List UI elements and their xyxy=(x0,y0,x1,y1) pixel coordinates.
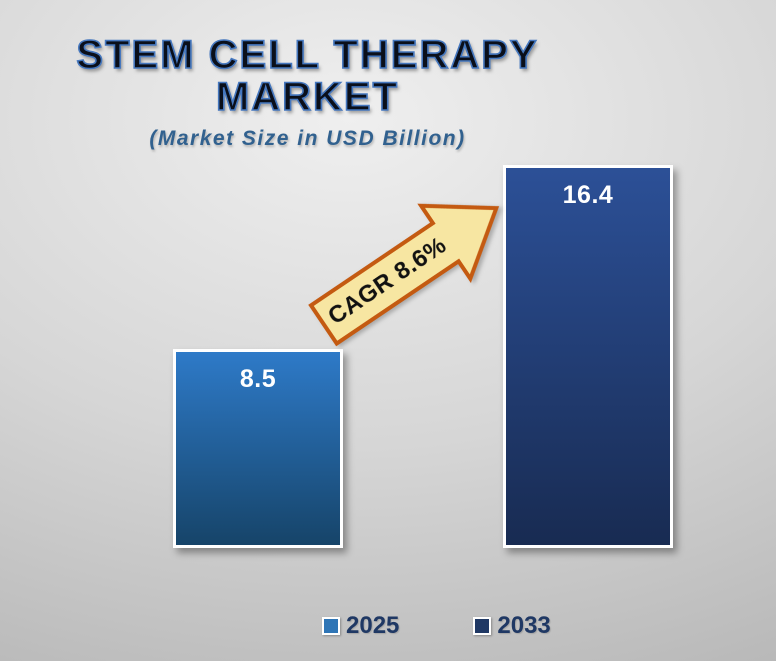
chart-subtitle: (Market Size in USD Billion) xyxy=(149,126,466,150)
legend-label-2025: 2025 xyxy=(346,612,400,639)
up-right-arrow-icon xyxy=(308,203,500,347)
legend: 2025 2033 xyxy=(322,612,551,640)
bar-2025-value-label: 8.5 xyxy=(239,365,277,393)
legend-item-2033: 2033 xyxy=(473,612,551,640)
chart-title-line1: STEM CELL THERAPY xyxy=(76,33,539,77)
legend-swatch-2033 xyxy=(473,617,492,635)
cagr-growth-arrow: CAGR 8.6% xyxy=(295,166,527,366)
chart-title-block: STEM CELL THERAPY MARKET (Market Size in… xyxy=(0,33,615,151)
bar-2033: 16.4 xyxy=(503,165,673,548)
chart-title: STEM CELL THERAPY MARKET xyxy=(0,33,615,120)
legend-item-2025: 2025 xyxy=(322,612,399,640)
legend-label-2033: 2033 xyxy=(497,612,551,639)
bar-2025: 8.5 xyxy=(173,349,343,548)
chart-title-line2: MARKET xyxy=(215,75,400,120)
legend-swatch-2025 xyxy=(322,617,340,635)
bar-2033-value-label: 16.4 xyxy=(562,181,614,209)
